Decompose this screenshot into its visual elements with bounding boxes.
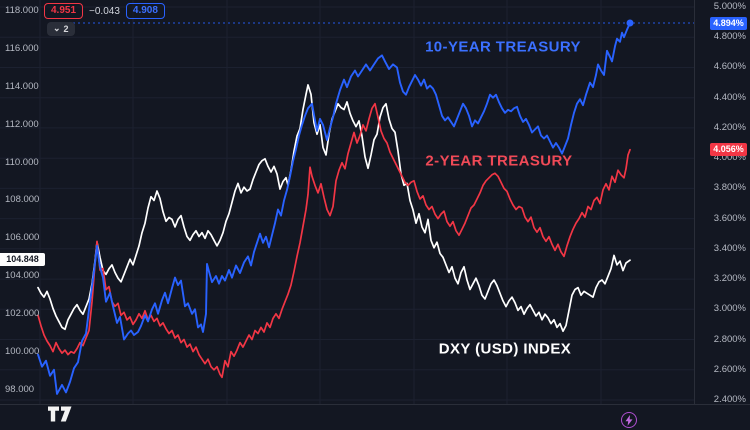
right-axis-tick: 3.600% xyxy=(713,212,746,224)
price-scale-divider xyxy=(694,0,695,404)
right-axis-tick: 3.200% xyxy=(713,273,746,285)
legend-value-badge-red[interactable]: 4.951 xyxy=(44,3,84,19)
last-price-badge: 4.894% xyxy=(710,16,747,30)
time-scale-divider xyxy=(0,404,750,405)
left-axis-tick: 98.000 xyxy=(5,383,35,395)
tradingview-logo[interactable] xyxy=(48,406,74,423)
right-axis-tick: 4.000% xyxy=(713,152,746,164)
last-price-badge-dxy: 104.848 xyxy=(0,253,45,267)
right-axis-tick: 3.000% xyxy=(713,303,746,315)
right-axis-tick: 3.800% xyxy=(713,182,746,194)
right-axis-tick: 4.200% xyxy=(713,121,746,133)
chevron-down-icon: ⌄ xyxy=(53,23,61,33)
right-axis-tick: 4.600% xyxy=(713,61,746,73)
last-price-badge: 4.056% xyxy=(710,143,747,157)
left-axis-tick: 114.000 xyxy=(5,80,39,92)
legend-value-badge-blue[interactable]: 4.908 xyxy=(125,3,165,19)
right-axis-tick: 2.600% xyxy=(713,363,746,375)
left-axis-tick: 110.000 xyxy=(5,156,39,168)
left-axis-tick: 116.000 xyxy=(5,42,39,54)
series-label-annotation[interactable]: DXY (USD) INDEX xyxy=(438,340,572,358)
legend-change-value: −0.043 xyxy=(89,5,120,17)
series-label-annotation[interactable]: 10-YEAR TREASURY xyxy=(425,38,581,56)
left-axis-tick: 118.000 xyxy=(5,5,39,16)
series-label-annotation[interactable]: 2-YEAR TREASURY xyxy=(425,152,573,170)
left-axis-tick: 104.000 xyxy=(5,270,40,282)
right-axis-tick: 3.400% xyxy=(713,242,746,254)
symbol-legend: 4.951 −0.043 4.908 xyxy=(44,3,165,19)
left-axis-tick: 108.000 xyxy=(5,194,40,206)
right-axis-tick: 5.000% xyxy=(713,1,746,12)
right-axis-tick: 2.800% xyxy=(713,333,746,345)
left-axis-tick: 100.000 xyxy=(5,346,40,358)
left-axis-tick: 102.000 xyxy=(5,308,40,320)
legend-hidden-count: 2 xyxy=(63,24,69,34)
legend-collapse-button[interactable]: ⌄ 2 xyxy=(47,22,75,36)
left-axis-tick: 112.000 xyxy=(5,118,39,130)
flash-lightning-button[interactable] xyxy=(621,412,637,428)
lightning-icon xyxy=(625,414,633,426)
left-axis-tick: 106.000 xyxy=(5,232,40,244)
right-axis-tick: 4.800% xyxy=(713,31,746,43)
right-axis-tick: 4.400% xyxy=(713,91,746,103)
right-axis-tick: 2.400% xyxy=(713,393,746,405)
